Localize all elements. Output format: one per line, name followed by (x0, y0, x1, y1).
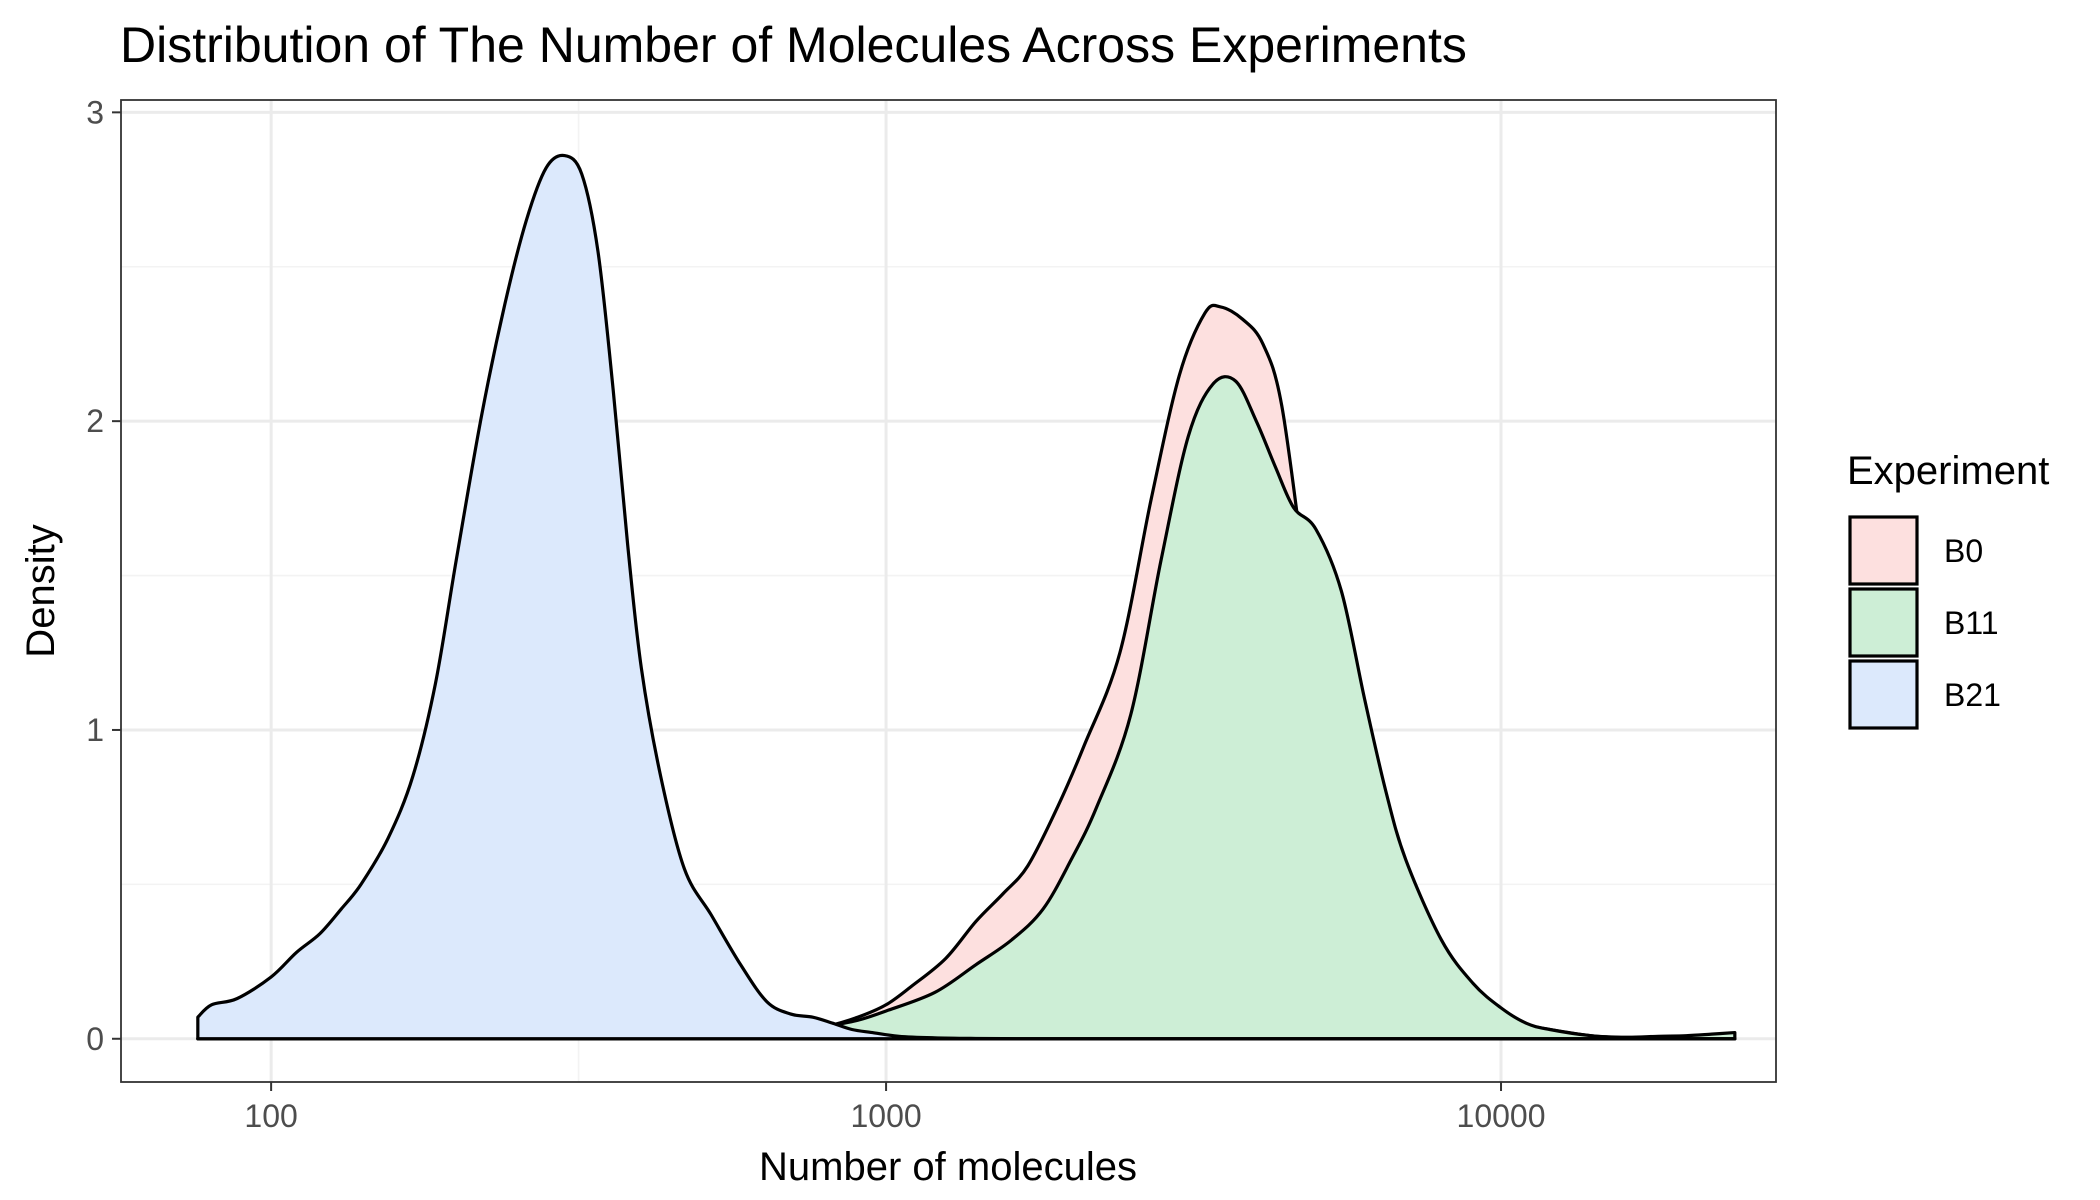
x-tick-label: 10000 (1457, 1098, 1546, 1134)
density-area-b11 (196, 375, 1737, 1041)
legend-items: B0 B11 B21 (1848, 515, 2001, 730)
legend-label-b0: B0 (1944, 533, 1983, 569)
legend-key-b11 (1848, 587, 1919, 658)
x-tick-label: 100 (244, 1098, 297, 1134)
legend: Experiment B0 B11 B21 (1847, 449, 2049, 730)
chart-title: Distribution of The Number of Molecules … (120, 17, 1467, 73)
density-series (196, 153, 1737, 1041)
y-tick-label: 2 (86, 403, 104, 439)
legend-title: Experiment (1847, 449, 2049, 493)
legend-key-b0 (1848, 515, 1919, 586)
y-tick-label: 0 (86, 1021, 104, 1057)
y-tick-label: 1 (86, 712, 104, 748)
axes: 0 1 2 3 100 1000 10000 (86, 94, 1545, 1134)
plot-panel-border (120, 99, 1777, 1083)
legend-label-b11: B11 (1944, 605, 1999, 641)
x-axis-title: Number of molecules (759, 1145, 1137, 1189)
x-tick-label: 1000 (850, 1098, 921, 1134)
y-axis-title: Density (19, 524, 63, 657)
density-area-b21 (196, 153, 1737, 1041)
y-tick-label: 3 (86, 94, 104, 130)
legend-key-b21 (1848, 659, 1919, 730)
legend-label-b21: B21 (1944, 677, 2001, 713)
